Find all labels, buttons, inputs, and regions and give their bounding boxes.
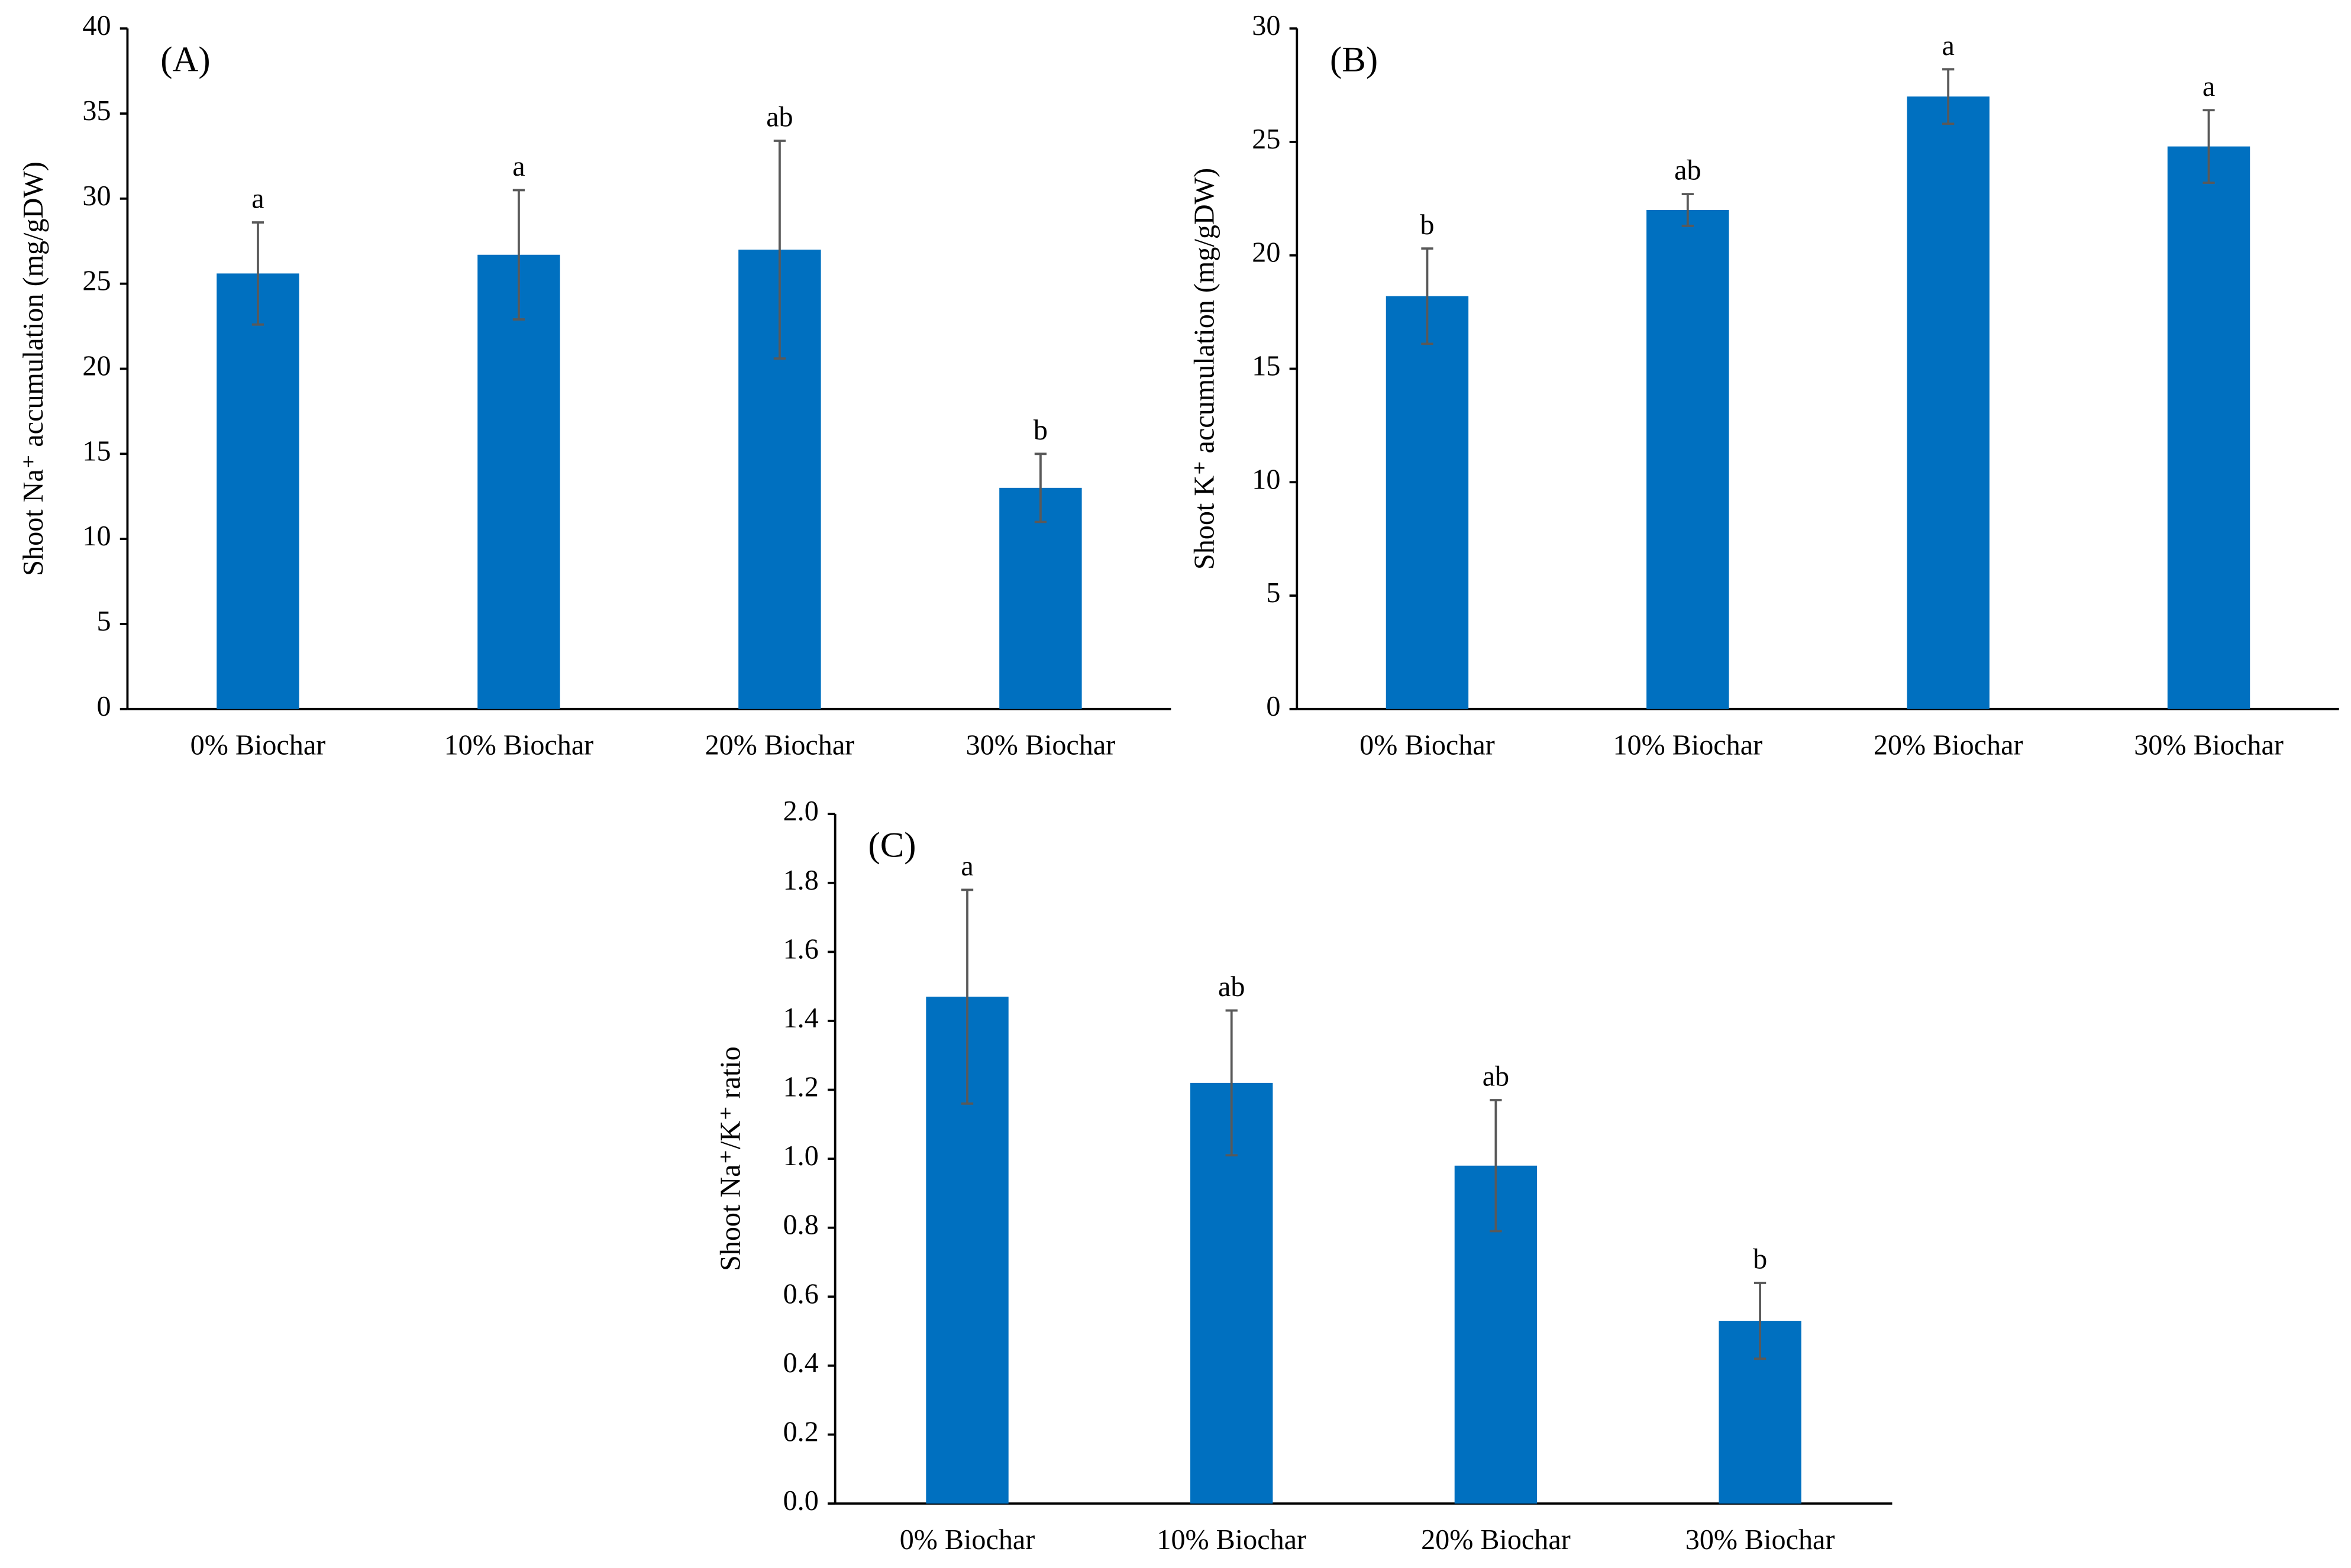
significance-letter: ab [1483, 1061, 1509, 1092]
significance-letter: a [1942, 30, 1954, 62]
y-tick-label: 20 [82, 351, 111, 382]
significance-letter: b [1034, 415, 1048, 446]
y-tick-label: 0.2 [783, 1416, 819, 1447]
significance-letter: ab [1218, 971, 1245, 1003]
y-tick-label: 10 [82, 520, 111, 552]
y-tick-label: 30 [1252, 10, 1280, 41]
significance-letter: a [512, 151, 525, 182]
significance-letter: ab [766, 102, 793, 133]
x-tick-label: 30% Biochar [2134, 730, 2284, 761]
y-tick-label: 15 [82, 435, 111, 467]
panel-title: (A) [160, 40, 210, 79]
y-tick-label: 20 [1252, 237, 1280, 269]
y-axis-label: Shoot Na⁺/K⁺ ratio [715, 1046, 746, 1271]
x-tick-label: 30% Biochar [1685, 1524, 1835, 1556]
x-tick-label: 0% Biochar [190, 730, 326, 761]
y-tick-label: 5 [96, 606, 111, 637]
y-tick-label: 0.6 [783, 1278, 819, 1310]
x-tick-label: 10% Biochar [1613, 730, 1762, 761]
y-tick-label: 1.2 [783, 1072, 819, 1103]
bar [1907, 96, 1990, 709]
y-tick-label: 1.0 [783, 1140, 819, 1172]
significance-letter: a [2203, 71, 2215, 102]
y-tick-label: 1.6 [783, 933, 819, 965]
y-axis-label: Shoot K⁺ accumulation (mg/gDW) [1189, 168, 1220, 570]
x-tick-label: 20% Biochar [705, 730, 855, 761]
significance-letter: b [1753, 1244, 1767, 1275]
significance-letter: a [251, 183, 264, 215]
y-tick-label: 0.8 [783, 1210, 819, 1241]
y-tick-label: 1.4 [783, 1003, 819, 1034]
significance-letter: b [1420, 209, 1434, 241]
x-tick-label: 20% Biochar [1874, 730, 2023, 761]
y-tick-label: 25 [1252, 124, 1280, 155]
bar [217, 273, 299, 709]
panel-title: (B) [1330, 40, 1378, 79]
y-tick-label: 35 [82, 95, 111, 127]
y-tick-label: 1.8 [783, 865, 819, 896]
y-tick-label: 0.0 [783, 1485, 819, 1517]
y-tick-label: 15 [1252, 351, 1280, 382]
y-axis-label: Shoot Na⁺ accumulation (mg/gDW) [18, 161, 49, 576]
y-tick-label: 2.0 [783, 796, 819, 827]
x-tick-label: 30% Biochar [966, 730, 1116, 761]
bar [2167, 146, 2250, 709]
x-tick-label: 0% Biochar [1359, 730, 1495, 761]
y-tick-label: 25 [82, 266, 111, 297]
x-tick-label: 10% Biochar [444, 730, 594, 761]
y-tick-label: 10 [1252, 464, 1280, 495]
y-tick-label: 0 [1266, 691, 1280, 722]
bar [1386, 296, 1469, 709]
x-tick-label: 20% Biochar [1421, 1524, 1571, 1556]
bar [1646, 209, 1729, 709]
significance-letter: a [961, 851, 973, 882]
bar [999, 487, 1082, 709]
y-tick-label: 30 [82, 180, 111, 212]
panel-title: (C) [868, 825, 916, 865]
y-tick-label: 40 [82, 10, 111, 41]
significance-letter: ab [1674, 155, 1701, 186]
x-tick-label: 0% Biochar [900, 1524, 1035, 1556]
x-tick-label: 10% Biochar [1157, 1524, 1306, 1556]
y-tick-label: 0.4 [783, 1347, 819, 1379]
bar [477, 254, 560, 709]
y-tick-label: 0 [96, 691, 111, 722]
y-tick-label: 5 [1266, 577, 1280, 609]
